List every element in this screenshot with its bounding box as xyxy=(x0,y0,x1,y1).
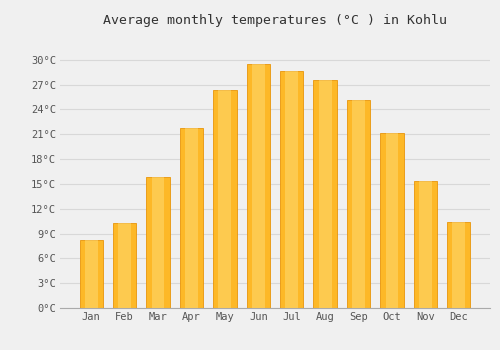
Bar xyxy=(452,222,465,308)
Title: Average monthly temperatures (°C ) in Kohlu: Average monthly temperatures (°C ) in Ko… xyxy=(103,14,447,27)
Bar xyxy=(113,223,136,308)
Bar xyxy=(286,71,298,308)
Bar xyxy=(318,80,332,308)
Bar xyxy=(152,177,164,308)
Bar xyxy=(386,133,398,308)
Bar xyxy=(252,64,264,308)
Bar xyxy=(246,64,270,308)
Bar xyxy=(118,223,131,308)
Bar xyxy=(447,222,470,308)
Bar xyxy=(185,128,198,308)
Bar xyxy=(414,181,437,308)
Bar xyxy=(347,99,370,308)
Bar xyxy=(314,80,337,308)
Bar xyxy=(380,133,404,308)
Bar xyxy=(352,99,365,308)
Bar xyxy=(146,177,170,308)
Bar xyxy=(85,240,98,308)
Bar xyxy=(213,90,236,308)
Bar xyxy=(419,181,432,308)
Bar xyxy=(218,90,232,308)
Bar xyxy=(180,128,203,308)
Bar xyxy=(280,71,303,308)
Bar xyxy=(80,240,103,308)
